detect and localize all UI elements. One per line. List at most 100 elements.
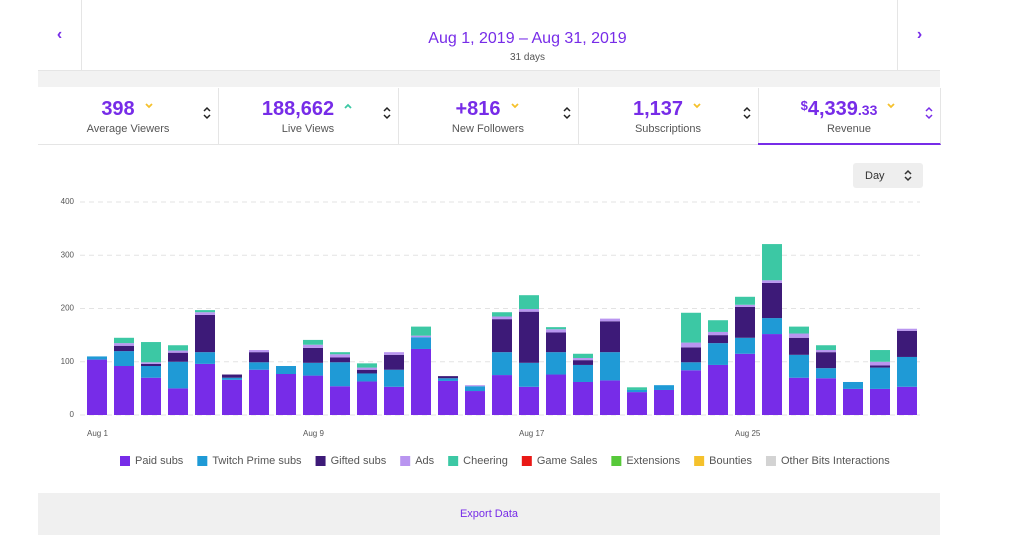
legend-label: Twitch Prime subs bbox=[212, 455, 302, 467]
bar-segment bbox=[735, 337, 755, 354]
y-tick-label: 200 bbox=[61, 304, 75, 313]
bar-segment bbox=[384, 369, 404, 387]
bar-segment bbox=[627, 392, 647, 415]
bar-segment bbox=[762, 280, 782, 283]
bar-segment bbox=[897, 330, 917, 357]
bar-segment bbox=[681, 362, 701, 371]
bar-segment bbox=[897, 386, 917, 415]
bar-segment bbox=[411, 326, 431, 336]
bar-segment bbox=[897, 328, 917, 331]
bar-segment bbox=[141, 362, 161, 364]
bar-segment bbox=[465, 391, 485, 415]
bar-segment bbox=[357, 367, 377, 370]
bar-segment bbox=[816, 368, 836, 379]
stat-value: +816 bbox=[398, 98, 578, 121]
bar-segment bbox=[870, 365, 890, 368]
bar-segment bbox=[573, 360, 593, 365]
interval-label: Day bbox=[865, 170, 885, 182]
bar-segment bbox=[114, 366, 134, 415]
x-tick-label: Aug 25 bbox=[735, 429, 761, 438]
bar-segment bbox=[519, 362, 539, 387]
bar-segment bbox=[492, 352, 512, 376]
bar-segment bbox=[492, 319, 512, 353]
bar-segment bbox=[411, 348, 431, 415]
bar-segment bbox=[546, 329, 566, 333]
bar-segment bbox=[330, 362, 350, 387]
legend-swatch bbox=[521, 456, 532, 466]
legend-swatch bbox=[765, 456, 776, 466]
legend-label: Ads bbox=[415, 455, 434, 467]
sort-icon bbox=[383, 106, 391, 120]
bar-segment bbox=[519, 309, 539, 312]
stat-cell[interactable]: 1,137 Subscriptions bbox=[578, 88, 759, 145]
bar-segment bbox=[465, 386, 485, 392]
bar-segment bbox=[600, 318, 620, 322]
export-label: Export Data bbox=[459, 508, 519, 520]
next-button[interactable]: › bbox=[897, 0, 941, 70]
stat-cell[interactable]: $4,339.33 Revenue bbox=[758, 88, 941, 145]
bar-segment bbox=[870, 367, 890, 389]
bar-segment bbox=[249, 362, 269, 370]
bar-segment bbox=[654, 385, 674, 390]
sort-icon bbox=[563, 106, 571, 120]
bar-segment bbox=[411, 335, 431, 338]
stat-cell[interactable]: 188,662 Live Views bbox=[218, 88, 399, 145]
trend-icon bbox=[693, 103, 701, 109]
bar-segment bbox=[222, 379, 242, 415]
legend-label: Paid subs bbox=[135, 455, 184, 467]
bar-segment bbox=[519, 295, 539, 310]
bar-segment bbox=[789, 354, 809, 378]
bar-segment bbox=[492, 312, 512, 317]
prev-button[interactable]: ‹ bbox=[38, 0, 82, 70]
bar-segment bbox=[708, 364, 728, 415]
bar-segment bbox=[708, 331, 728, 336]
bar-segment bbox=[141, 363, 161, 367]
trend-icon bbox=[510, 103, 519, 109]
bar-segment bbox=[303, 375, 323, 415]
bar-segment bbox=[573, 353, 593, 359]
bar-segment bbox=[303, 339, 323, 345]
bar-segment bbox=[195, 312, 215, 315]
bar-segment bbox=[141, 342, 161, 363]
stat-value: 1,137 bbox=[578, 98, 758, 121]
bar-segment bbox=[384, 354, 404, 370]
bar-segment bbox=[303, 347, 323, 363]
bar-segment bbox=[141, 366, 161, 378]
stat-label: Live Views bbox=[281, 123, 335, 135]
bar-segment bbox=[249, 352, 269, 363]
bar-segment bbox=[681, 347, 701, 363]
bar-segment bbox=[762, 282, 782, 319]
bar-segment bbox=[330, 357, 350, 363]
date-range: Aug 1, 2019 – Aug 31, 2019 bbox=[428, 30, 627, 47]
bar-segment bbox=[573, 381, 593, 415]
bar-segment bbox=[114, 345, 134, 352]
stat-value: 398 bbox=[38, 98, 218, 121]
x-tick-label: Aug 17 bbox=[519, 429, 545, 438]
legend-swatch bbox=[400, 456, 411, 466]
bar-segment bbox=[600, 321, 620, 353]
interval-select[interactable]: Day bbox=[853, 163, 923, 188]
bar-segment bbox=[816, 350, 836, 353]
stat-cell[interactable]: 398 Average Viewers bbox=[38, 88, 219, 145]
bar-segment bbox=[789, 337, 809, 355]
value: 4,339 bbox=[807, 98, 858, 120]
bar-segment bbox=[762, 334, 782, 415]
bar-segment bbox=[195, 363, 215, 415]
bar-segment bbox=[627, 389, 647, 393]
value: 1,137 bbox=[632, 98, 684, 120]
bar-segment bbox=[303, 362, 323, 376]
bar-segment bbox=[654, 389, 674, 415]
bar-segment bbox=[465, 385, 485, 387]
x-tick-label: Aug 1 bbox=[87, 429, 108, 438]
chart: 0 100 200 300 400 Aug 1 Aug 9 Aug 17 Aug 25 Paid … bbox=[61, 197, 920, 467]
bar-segment bbox=[708, 320, 728, 332]
export-button[interactable]: Export Data bbox=[38, 493, 940, 535]
bar-segment bbox=[789, 333, 809, 338]
y-tick-label: 0 bbox=[70, 410, 75, 419]
bar-segment bbox=[600, 352, 620, 381]
bar-segment bbox=[573, 358, 593, 361]
bar-segment bbox=[681, 370, 701, 415]
bar-segment bbox=[222, 377, 242, 380]
bar-segment bbox=[843, 381, 863, 389]
stat-cell[interactable]: +816 New Followers bbox=[398, 88, 579, 145]
